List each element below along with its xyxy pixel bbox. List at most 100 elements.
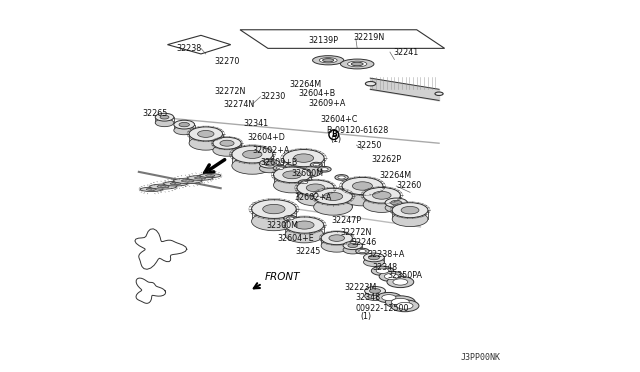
Ellipse shape <box>356 248 369 254</box>
Ellipse shape <box>369 255 380 260</box>
Ellipse shape <box>387 276 413 288</box>
Ellipse shape <box>313 163 319 166</box>
Ellipse shape <box>189 127 223 141</box>
Ellipse shape <box>385 296 415 308</box>
Ellipse shape <box>285 217 324 233</box>
Ellipse shape <box>243 150 262 158</box>
Ellipse shape <box>371 266 394 276</box>
Ellipse shape <box>298 180 310 185</box>
Ellipse shape <box>164 182 188 186</box>
Ellipse shape <box>310 162 322 167</box>
Text: 32265: 32265 <box>142 109 168 118</box>
Ellipse shape <box>365 81 376 86</box>
Ellipse shape <box>273 177 310 193</box>
Ellipse shape <box>314 188 353 205</box>
Ellipse shape <box>285 227 324 243</box>
Ellipse shape <box>252 212 296 231</box>
Ellipse shape <box>379 271 404 282</box>
Ellipse shape <box>273 167 310 183</box>
Ellipse shape <box>287 217 294 220</box>
Ellipse shape <box>200 174 221 177</box>
Text: 32604+B: 32604+B <box>299 89 336 98</box>
Text: 32241: 32241 <box>394 48 419 57</box>
Ellipse shape <box>343 246 362 254</box>
Ellipse shape <box>351 62 363 66</box>
Text: 32219N: 32219N <box>353 33 385 42</box>
Ellipse shape <box>283 171 301 179</box>
Ellipse shape <box>173 178 202 183</box>
Ellipse shape <box>283 150 324 167</box>
Text: 32245: 32245 <box>296 247 321 256</box>
Text: J3PP00NK: J3PP00NK <box>460 353 500 362</box>
Text: 32250: 32250 <box>356 141 382 150</box>
Text: 32341: 32341 <box>244 119 269 128</box>
Ellipse shape <box>348 244 358 247</box>
Ellipse shape <box>323 192 342 201</box>
Text: 32604+E: 32604+E <box>277 234 314 243</box>
Ellipse shape <box>262 204 285 214</box>
Ellipse shape <box>392 203 428 218</box>
Ellipse shape <box>372 191 391 199</box>
Ellipse shape <box>252 200 296 218</box>
Ellipse shape <box>188 176 213 180</box>
Ellipse shape <box>273 165 287 171</box>
Ellipse shape <box>157 186 169 188</box>
Text: 32270: 32270 <box>214 57 239 66</box>
Ellipse shape <box>284 215 297 221</box>
Text: 32604+C: 32604+C <box>320 115 357 124</box>
Ellipse shape <box>213 144 241 156</box>
Ellipse shape <box>276 167 284 170</box>
Ellipse shape <box>392 212 428 227</box>
Ellipse shape <box>220 140 234 146</box>
Ellipse shape <box>435 92 443 96</box>
Ellipse shape <box>294 154 314 162</box>
Text: 32350PA: 32350PA <box>387 271 422 280</box>
Text: 32348: 32348 <box>355 293 380 302</box>
Ellipse shape <box>369 289 381 293</box>
Ellipse shape <box>318 166 331 172</box>
Ellipse shape <box>314 199 353 215</box>
Ellipse shape <box>376 268 389 273</box>
Ellipse shape <box>181 180 194 182</box>
Ellipse shape <box>150 184 177 189</box>
Text: 32602+A: 32602+A <box>252 146 290 155</box>
Ellipse shape <box>294 221 314 229</box>
Ellipse shape <box>401 206 419 214</box>
Text: (1): (1) <box>360 312 371 321</box>
Text: 32272N: 32272N <box>214 87 245 96</box>
Ellipse shape <box>205 175 215 176</box>
Text: 32238+A: 32238+A <box>367 250 405 259</box>
Ellipse shape <box>232 157 273 174</box>
Ellipse shape <box>365 286 385 295</box>
Ellipse shape <box>156 113 174 121</box>
Ellipse shape <box>385 203 408 212</box>
Ellipse shape <box>259 164 280 173</box>
Text: 32348: 32348 <box>372 263 397 272</box>
Ellipse shape <box>335 174 348 180</box>
Text: 32247P: 32247P <box>331 216 362 225</box>
Ellipse shape <box>198 131 214 137</box>
Ellipse shape <box>363 187 401 203</box>
Text: 32609+A: 32609+A <box>308 99 346 108</box>
Ellipse shape <box>160 115 169 119</box>
Ellipse shape <box>174 120 195 129</box>
Text: 32260: 32260 <box>396 182 422 190</box>
Ellipse shape <box>365 292 385 301</box>
Ellipse shape <box>342 189 383 206</box>
Ellipse shape <box>213 137 241 149</box>
Text: 32274N: 32274N <box>223 100 255 109</box>
Text: 32230: 32230 <box>260 92 285 101</box>
Text: 32600M: 32600M <box>291 169 323 178</box>
Text: 32223M: 32223M <box>344 283 376 292</box>
Ellipse shape <box>329 235 344 241</box>
Ellipse shape <box>348 61 367 67</box>
Ellipse shape <box>259 159 280 168</box>
Ellipse shape <box>264 161 275 166</box>
Ellipse shape <box>170 183 181 185</box>
Text: 32609+B: 32609+B <box>260 158 298 167</box>
Text: FRONT: FRONT <box>265 272 300 282</box>
Text: 32264M: 32264M <box>289 80 322 89</box>
Text: 32300M: 32300M <box>266 221 298 230</box>
Ellipse shape <box>195 177 206 179</box>
Ellipse shape <box>297 180 334 196</box>
